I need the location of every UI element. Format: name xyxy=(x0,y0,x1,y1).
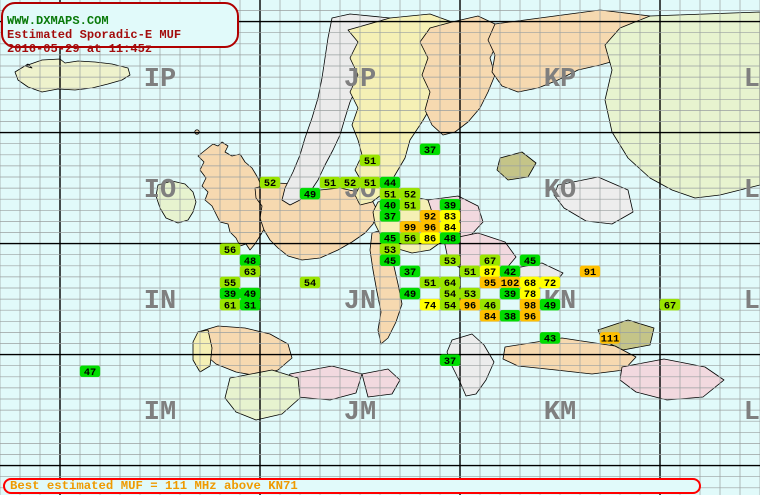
svg-text:56: 56 xyxy=(404,234,416,246)
svg-text:95: 95 xyxy=(484,278,496,290)
svg-text:KO: KO xyxy=(544,176,576,206)
svg-text:LM: LM xyxy=(744,398,760,428)
svg-text:45: 45 xyxy=(524,256,536,268)
svg-text:51: 51 xyxy=(364,178,376,190)
svg-text:51: 51 xyxy=(324,178,336,190)
svg-text:72: 72 xyxy=(544,278,556,290)
svg-text:JN: JN xyxy=(344,287,376,317)
svg-text:53: 53 xyxy=(444,256,456,268)
svg-text:96: 96 xyxy=(464,300,476,312)
svg-text:43: 43 xyxy=(544,334,556,346)
svg-text:49: 49 xyxy=(544,300,556,312)
svg-text:84: 84 xyxy=(484,311,496,323)
svg-text:111: 111 xyxy=(601,334,620,346)
svg-text:86: 86 xyxy=(424,234,436,246)
svg-text:74: 74 xyxy=(424,300,436,312)
svg-text:52: 52 xyxy=(264,178,276,190)
svg-text:47: 47 xyxy=(84,367,96,379)
svg-text:37: 37 xyxy=(404,267,416,279)
svg-text:54: 54 xyxy=(304,278,316,290)
svg-text:IM: IM xyxy=(144,398,176,428)
svg-text:56: 56 xyxy=(224,245,236,257)
svg-text:49: 49 xyxy=(404,289,416,301)
svg-text:51: 51 xyxy=(424,278,436,290)
svg-text:IO: IO xyxy=(144,176,176,206)
svg-text:63: 63 xyxy=(244,267,256,279)
svg-text:37: 37 xyxy=(424,145,436,157)
svg-text:LP: LP xyxy=(744,65,760,95)
svg-text:38: 38 xyxy=(504,311,516,323)
svg-text:49: 49 xyxy=(304,189,316,201)
svg-text:52: 52 xyxy=(344,178,356,190)
svg-text:JM: JM xyxy=(344,398,376,428)
svg-text:51: 51 xyxy=(364,156,376,168)
svg-text:51: 51 xyxy=(404,200,416,212)
svg-text:LO: LO xyxy=(744,176,760,206)
svg-text:96: 96 xyxy=(524,311,536,323)
svg-text:JP: JP xyxy=(344,65,376,95)
svg-text:37: 37 xyxy=(384,211,396,223)
svg-text:KP: KP xyxy=(544,65,576,95)
svg-text:37: 37 xyxy=(444,356,456,368)
svg-text:45: 45 xyxy=(384,256,396,268)
svg-text:61: 61 xyxy=(224,300,236,312)
svg-text:67: 67 xyxy=(664,300,676,312)
svg-text:54: 54 xyxy=(444,300,456,312)
svg-text:39: 39 xyxy=(504,289,516,301)
svg-text:IN: IN xyxy=(144,287,176,317)
svg-text:51: 51 xyxy=(464,267,476,279)
svg-text:31: 31 xyxy=(244,300,256,312)
svg-text:48: 48 xyxy=(444,234,456,246)
svg-text:LN: LN xyxy=(744,287,760,317)
svg-text:91: 91 xyxy=(584,267,596,279)
svg-text:KM: KM xyxy=(544,398,576,428)
